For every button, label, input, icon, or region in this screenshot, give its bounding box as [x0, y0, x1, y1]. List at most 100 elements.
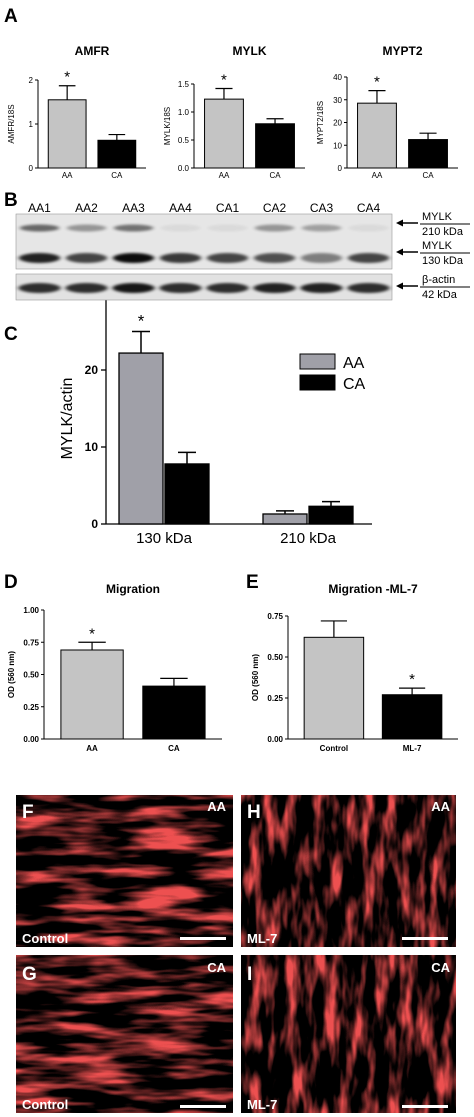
- scale-bar: [180, 937, 226, 940]
- micrograph-letter: F: [22, 802, 34, 823]
- y-tick-label: 0.50: [23, 671, 39, 680]
- band-actin: [18, 283, 61, 293]
- blot-arrow-head: [396, 219, 403, 227]
- bar-aa: [357, 102, 397, 169]
- band-actin: [300, 283, 343, 293]
- significance-marker: *: [374, 74, 380, 91]
- significance-marker: *: [64, 69, 70, 86]
- band-actin: [112, 283, 155, 293]
- micrograph-group: CA: [207, 960, 226, 975]
- band-actin: [65, 283, 108, 293]
- blot-protein-label: MYLK: [422, 240, 453, 252]
- y-tick-label: 1.0: [178, 108, 190, 117]
- y-axis-label: MYPT2/18S: [316, 101, 325, 144]
- bar-aa: [47, 99, 87, 169]
- bar-ca: [408, 139, 448, 169]
- y-axis-label: AMFR/18S: [7, 104, 16, 143]
- micrograph-group: AA: [207, 799, 226, 814]
- lane-label: CA4: [357, 201, 381, 215]
- lane-label: AA3: [122, 201, 145, 215]
- y-tick-label: 1: [29, 120, 34, 129]
- y-axis-label: MYLK/18S: [163, 107, 172, 145]
- band-210kda: [19, 224, 60, 232]
- legend-swatch-ca: [299, 374, 336, 391]
- y-tick-label: 0.00: [267, 735, 283, 744]
- micrograph-treatment: ML-7: [247, 931, 277, 946]
- panel-letter-e: E: [246, 572, 259, 593]
- micrograph-letter: G: [22, 964, 37, 985]
- y-tick-label: 0: [338, 164, 343, 173]
- bar-ml-7: [381, 694, 443, 740]
- y-tick-label: 0: [29, 164, 34, 173]
- panel-letter-d: D: [4, 572, 18, 593]
- bar-aa-0: [118, 352, 164, 525]
- bar-aa: [60, 649, 124, 740]
- band-210kda: [207, 224, 248, 232]
- x-tick-label: AA: [86, 744, 98, 753]
- chart-migration: Migration 0.00 0.25 0.50 0.75 1.00 OD (560 nm)…: [7, 582, 222, 753]
- band-130kda: [300, 253, 343, 263]
- significance-marker: *: [409, 671, 415, 688]
- y-tick-label: 0.00: [23, 735, 39, 744]
- micrograph-treatment: Control: [22, 931, 68, 946]
- micrograph-group: CA: [431, 960, 450, 975]
- x-tick-label: CA: [111, 171, 123, 180]
- lane-label: CA3: [310, 201, 334, 215]
- panel-letter-b: B: [4, 190, 18, 211]
- bar-aa-1: [262, 513, 308, 525]
- panel-letter-a: A: [4, 6, 18, 27]
- western-blot: AA1 AA2 AA3 AA4 CA1 CA2 CA3 CA4 MYLK 210 kDa MYLK 1…: [15, 201, 470, 301]
- bar-aa: [204, 98, 244, 169]
- x-tick-label: ML-7: [403, 744, 422, 753]
- blot-size-label: 130 kDa: [422, 255, 464, 267]
- y-tick-label: 10: [333, 141, 342, 150]
- chart-mypt2: MYPT2 0 10 20 30 40 MYPT2/18S AA * CA: [316, 44, 458, 180]
- significance-marker: *: [138, 312, 145, 331]
- scale-bar: [180, 1105, 226, 1108]
- chart-mylk: MYLK 0.0 0.5 1.0 1.5 MYLK/18S AA * CA: [163, 44, 305, 180]
- micrograph-f: F AA Control: [16, 795, 233, 947]
- significance-marker: *: [89, 625, 95, 642]
- y-tick-label: 0.75: [23, 638, 39, 647]
- y-tick-label: 0.25: [23, 703, 39, 712]
- blot-arrow-head: [396, 248, 403, 256]
- band-actin: [206, 283, 249, 293]
- panel-letter-c: C: [4, 324, 18, 345]
- scale-bar: [402, 1105, 448, 1108]
- band-130kda: [253, 253, 296, 263]
- y-axis-label: OD (560 nm): [7, 651, 16, 698]
- x-tick-label: 210 kDa: [280, 530, 337, 547]
- chart-title: Migration: [106, 582, 160, 596]
- lane-label: CA1: [216, 201, 240, 215]
- legend-label-aa: AA: [343, 355, 365, 372]
- micrograph-treatment: ML-7: [247, 1097, 277, 1112]
- x-tick-label: 130 kDa: [136, 530, 193, 547]
- chart-migration-ml7: Migration -ML-7 0.00 0.25 0.50 0.75 OD (560 n…: [251, 582, 458, 753]
- band-130kda: [18, 253, 61, 263]
- blot-size-label: 210 kDa: [422, 226, 464, 238]
- lane-label: AA1: [28, 201, 51, 215]
- scale-bar: [402, 937, 448, 940]
- band-210kda: [160, 224, 201, 232]
- band-actin: [159, 283, 202, 293]
- blot-size-label: 42 kDa: [422, 289, 458, 301]
- bar-ca-0: [164, 463, 210, 525]
- band-130kda: [112, 253, 155, 263]
- blot-protein-label: β-actin: [422, 274, 455, 286]
- x-tick-label: AA: [219, 171, 230, 180]
- micrograph-treatment: Control: [22, 1097, 68, 1112]
- micrograph-h: H AA ML-7: [241, 795, 456, 947]
- y-tick-label: 0.75: [267, 612, 283, 621]
- x-tick-label: CA: [269, 171, 281, 180]
- bar-control: [303, 636, 365, 740]
- y-tick-label: 40: [333, 73, 342, 82]
- band-210kda: [254, 224, 295, 232]
- band-210kda: [348, 224, 389, 232]
- micrograph-group: AA: [431, 799, 450, 814]
- y-tick-label: 10: [85, 440, 99, 454]
- band-actin: [253, 283, 296, 293]
- y-tick-label: 20: [85, 363, 99, 377]
- y-tick-label: 0.5: [178, 136, 190, 145]
- band-130kda: [159, 253, 202, 263]
